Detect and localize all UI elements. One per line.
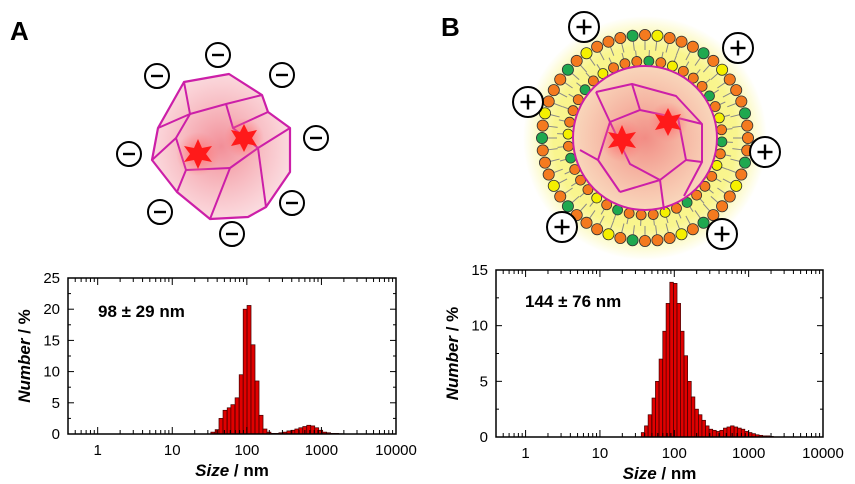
x-tick-label: 10000 [802, 445, 844, 462]
histogram-bar [680, 330, 685, 438]
histogram-bar [655, 380, 660, 438]
histogram-bar [658, 358, 664, 438]
negative-charge-icon [279, 190, 305, 216]
negative-charge-icon [269, 62, 295, 88]
x-tick-label: 1000 [732, 445, 765, 462]
y-tick-label: 15 [471, 262, 488, 279]
histogram-bar [690, 396, 696, 438]
positive-charge-icon [722, 32, 754, 64]
y-tick-label: 0 [480, 429, 488, 446]
y-tick-label: 15 [43, 332, 60, 349]
negative-charge-icon [147, 199, 173, 225]
positive-charge-icon [749, 136, 781, 168]
histogram-bar [726, 426, 731, 438]
histogram-bar [647, 414, 653, 438]
y-axis-title: Number / % [443, 307, 462, 401]
charge-symbols-a [116, 42, 329, 247]
positive-charge-icon [568, 11, 600, 43]
nanocage-illustration-a [116, 42, 329, 247]
histogram-bar [258, 414, 264, 435]
histogram-bar [683, 355, 688, 438]
histogram-bar [665, 303, 671, 438]
histogram-bar [669, 281, 674, 438]
histogram-bar [254, 380, 260, 435]
histogram-bar [222, 409, 228, 435]
histogram-bar [673, 283, 678, 438]
red-star-cargo-icon [608, 125, 636, 155]
histogram-bar [687, 380, 692, 438]
negative-charge-icon [303, 125, 329, 151]
x-tick-label: 10000 [375, 442, 417, 459]
x-axis-title: Size / nm [623, 464, 697, 483]
positive-charge-icon [546, 211, 578, 243]
positive-charge-icon [706, 218, 738, 250]
histogram-bar [712, 429, 717, 438]
x-tick-label: 10 [592, 445, 609, 462]
histogram-bar [701, 419, 706, 438]
panel-letter-a: A [10, 16, 29, 46]
y-tick-label: 20 [43, 301, 60, 318]
red-star-cargo-icon [655, 108, 681, 136]
negative-charge-icon [144, 63, 170, 89]
size-distribution-chart-a: 1 10 100 1000 10000 0 5 10 15 20 25 Size / nm Number… [15, 270, 417, 480]
charge-symbols-b [512, 11, 781, 250]
y-tick-label: 5 [52, 395, 60, 412]
histogram-bar [737, 427, 742, 438]
positive-charge-icon [512, 86, 544, 118]
y-tick-label: 10 [43, 364, 60, 381]
negative-charge-icon [219, 221, 245, 247]
x-tick-label: 1 [521, 445, 529, 462]
x-tick-label: 1 [94, 442, 102, 459]
x-tick-label: 100 [662, 445, 687, 462]
y-tick-label: 0 [52, 426, 60, 443]
histogram-bar [230, 404, 236, 435]
x-tick-label: 1000 [305, 442, 338, 459]
x-tick-label: 100 [234, 442, 259, 459]
histogram-bar [651, 397, 656, 438]
red-star-cargo-icon [231, 124, 257, 152]
histogram-bar [250, 344, 256, 435]
histogram-bar [218, 418, 224, 435]
histogram-bar [242, 308, 248, 435]
y-tick-label: 25 [43, 270, 60, 287]
histogram-bar [694, 408, 699, 438]
histogram-bar [238, 374, 244, 435]
y-axis-title: Number / % [15, 309, 34, 403]
histogram-bar [676, 303, 681, 438]
mean-size-annotation: 144 ± 76 nm [525, 292, 621, 311]
x-tick-label: 10 [164, 442, 181, 459]
dodecahedral-nanocage-icon [150, 72, 292, 221]
negative-charge-icon [205, 42, 231, 68]
negative-charge-icon [116, 141, 142, 167]
liposome-illustration-b [512, 11, 781, 260]
histogram-bar [698, 414, 703, 438]
histogram-bar [246, 305, 252, 435]
x-axis-title: Size / nm [195, 461, 269, 480]
histogram-bar [705, 425, 710, 438]
lipid-bilayer-coated-nanocage-icon [536, 28, 755, 247]
histogram-bar [234, 397, 240, 435]
histogram-bar [719, 429, 724, 438]
y-tick-label: 10 [471, 318, 488, 335]
panel-letter-b: B [441, 12, 460, 42]
mean-size-annotation: 98 ± 29 nm [98, 302, 185, 321]
red-star-cargo-icon [184, 139, 212, 169]
size-distribution-chart-b: 1 10 100 1000 10000 0 5 10 15 Size / nm Number / %… [443, 262, 844, 483]
y-tick-label: 5 [480, 373, 488, 390]
